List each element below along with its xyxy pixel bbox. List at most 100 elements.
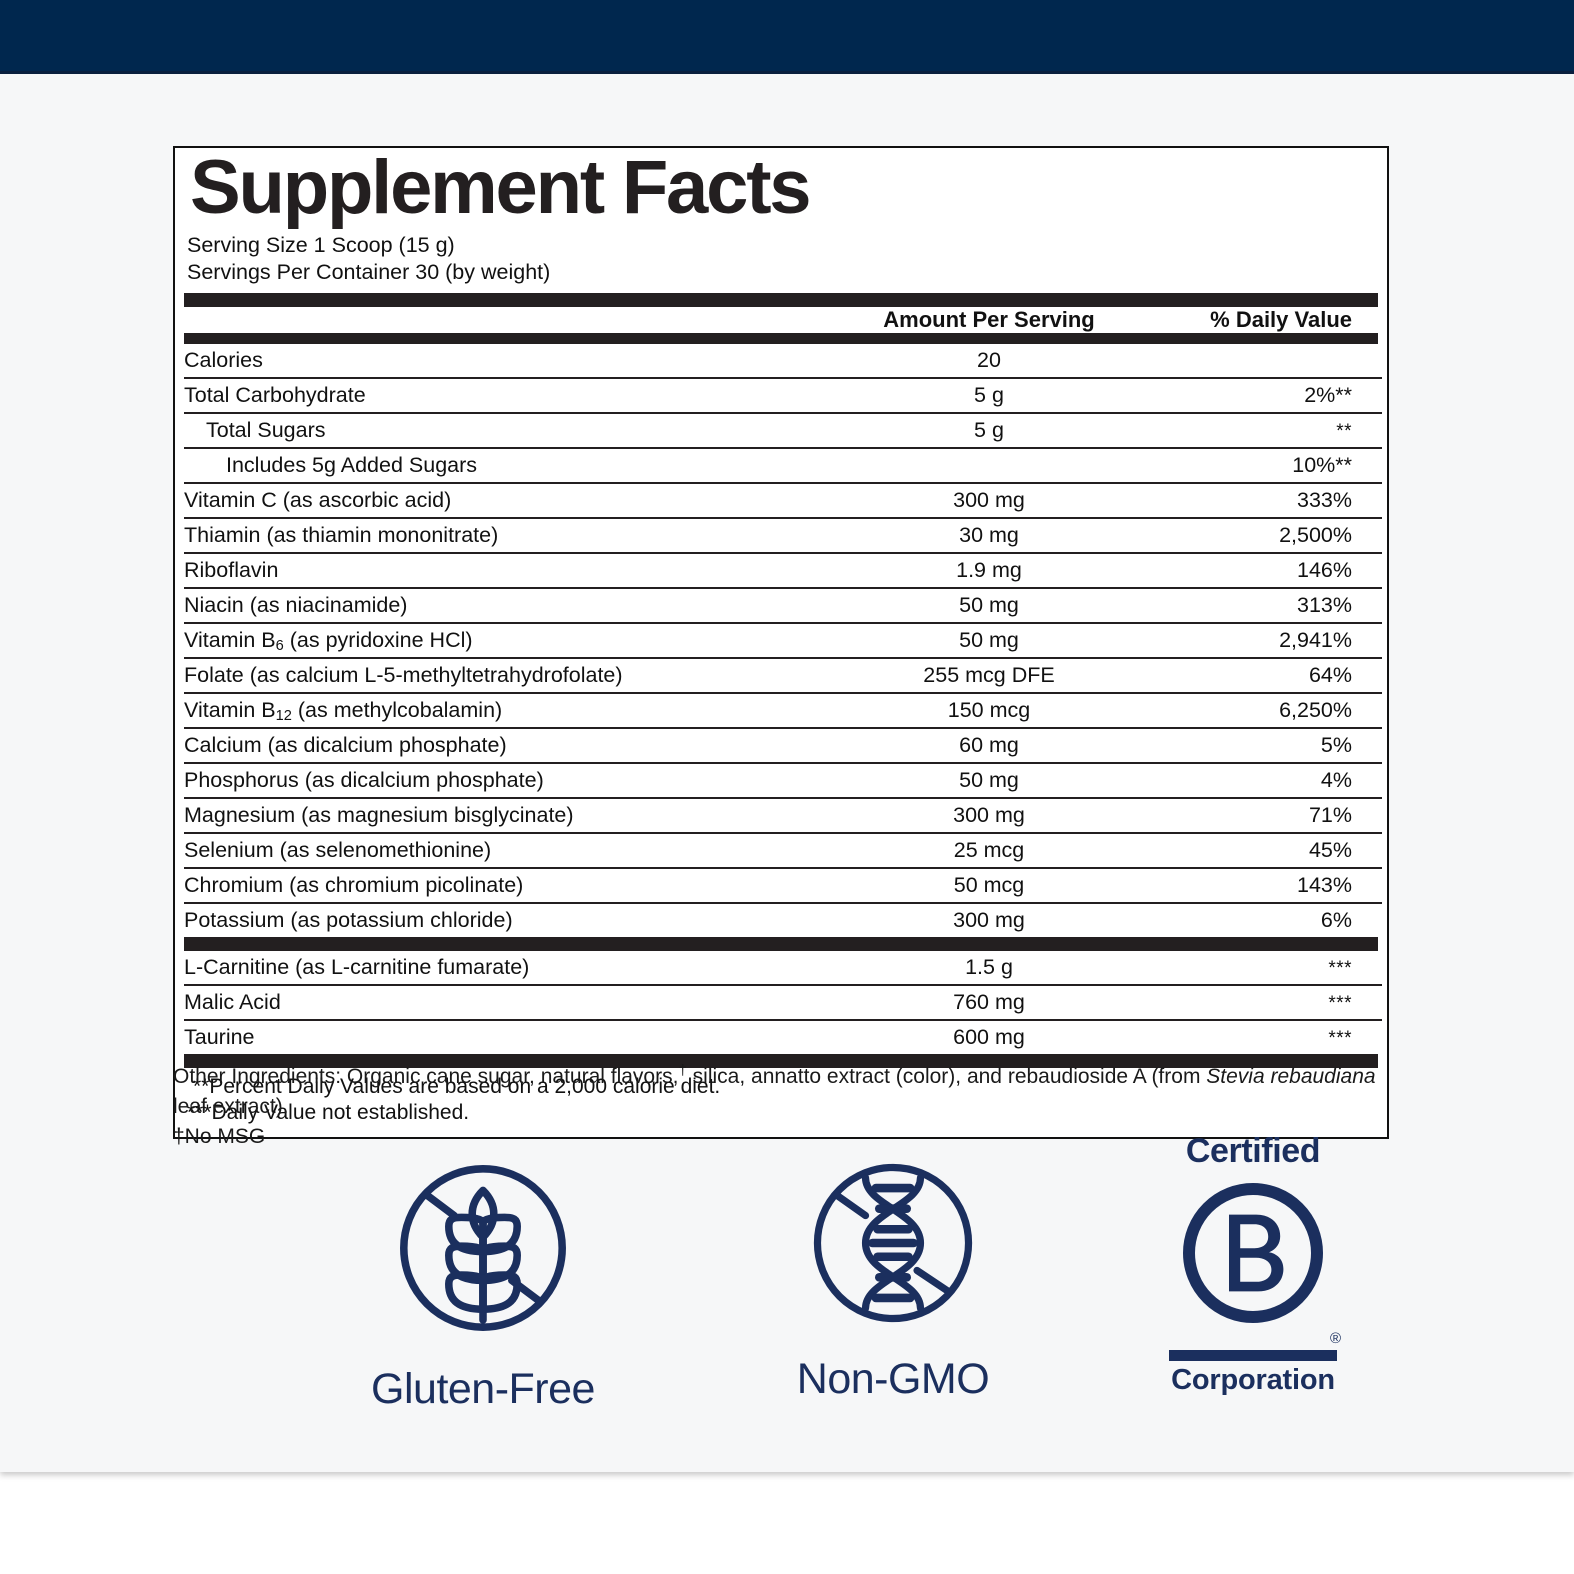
nutrition-rows: Calories 20 Total Carbohydrate 5 g 2%** Total… xyxy=(184,343,1382,937)
table-row: Total Carbohydrate 5 g 2%** xyxy=(184,377,1382,414)
table-row: Niacin (as niacinamide) 50 mg 313% xyxy=(184,587,1382,624)
table-row: Potassium (as potassium chloride) 300 mg 6… xyxy=(184,903,1382,937)
serving-info: Serving Size 1 Scoop (15 g) Servings Per… xyxy=(184,232,1378,293)
b-corp-corporation-label: Corporation xyxy=(1171,1364,1335,1396)
nutrient-daily-value: 2,941% xyxy=(1154,622,1382,659)
nutrient-daily-value: 2,500% xyxy=(1154,517,1382,554)
other-ingredients-line: Other Ingredients: Organic cane sugar, n… xyxy=(173,1060,1403,1122)
nutrient-name: Total Carbohydrate xyxy=(184,377,824,414)
certification-badges: Gluten-Free Non-GMO Certified xyxy=(173,1132,1403,1430)
table-row: Taurine 600 mg *** xyxy=(184,1020,1382,1054)
table-row: Vitamin C (as ascorbic acid) 300 mg 333% xyxy=(184,482,1382,519)
nutrient-daily-value: 10%** xyxy=(1154,447,1382,484)
nutrient-amount: 20 xyxy=(824,343,1154,379)
badge-b-corporation: Certified ® Corporation xyxy=(1103,1132,1403,1397)
nutrient-amount: 600 mg xyxy=(953,1024,1025,1049)
nutrient-name: Niacin (as niacinamide) xyxy=(184,587,824,624)
servings-per-container: Servings Per Container 30 (by weight) xyxy=(187,260,551,285)
header-percent-daily-value: % Daily Value xyxy=(1210,306,1352,332)
nutrient-daily-value xyxy=(1154,343,1382,379)
nutrient-amount: 1.9 mg xyxy=(824,552,1154,589)
other-nutrients-rows: L-Carnitine (as L-carnitine fumarate) 1.5… xyxy=(184,950,1382,1054)
nutrient-name: Phosphorus (as dicalcium phosphate) xyxy=(184,762,824,799)
wheat-crossed-icon xyxy=(400,1165,566,1331)
footnotes: **Percent Daily Values are based on a 2,… xyxy=(184,1068,1378,1131)
nutrient-amount: 760 mg xyxy=(824,984,1154,1021)
b-corp-icon xyxy=(1183,1183,1323,1323)
header-spacer xyxy=(184,307,824,333)
other-ingredients-block: Other Ingredients: Organic cane sugar, n… xyxy=(173,1060,1403,1151)
table-row: Vitamin B12 (as methylcobalamin) 150 mcg 6… xyxy=(184,692,1382,729)
nutrient-amount: 300 mg xyxy=(953,907,1025,932)
table-row: Selenium (as selenomethionine) 25 mcg 45% xyxy=(184,832,1382,869)
badge-non-gmo: Non-GMO xyxy=(743,1140,1043,1404)
badge-gluten-free-label: Gluten-Free xyxy=(371,1365,595,1413)
nutrient-amount: 5 g xyxy=(824,377,1154,414)
badge-non-gmo-label: Non-GMO xyxy=(796,1355,990,1403)
b-corp-certified-label: Certified xyxy=(1185,1132,1321,1170)
table-row: Chromium (as chromium picolinate) 50 mcg 1… xyxy=(184,867,1382,904)
rule-thick-middle xyxy=(184,936,1378,951)
nutrient-daily-value: 4% xyxy=(1154,762,1382,799)
nutrient-name: Potassium (as potassium chloride) xyxy=(184,907,513,932)
nutrient-name: Selenium (as selenomethionine) xyxy=(184,832,824,869)
nutrient-amount: 25 mcg xyxy=(824,832,1154,869)
table-row: Calcium (as dicalcium phosphate) 60 mg 5% xyxy=(184,727,1382,764)
nutrient-name: Vitamin B12 (as methylcobalamin) xyxy=(184,692,824,729)
table-row: Includes 5g Added Sugars 10%** xyxy=(184,447,1382,484)
nutrient-daily-value: ** xyxy=(1154,412,1382,449)
no-msg-note: †No MSG xyxy=(173,1124,266,1148)
nutrient-daily-value: 313% xyxy=(1154,587,1382,624)
nutrient-daily-value: 6,250% xyxy=(1154,692,1382,729)
rule-medium-under-header xyxy=(184,332,1378,344)
nutrient-daily-value: 146% xyxy=(1154,552,1382,589)
nutrient-daily-value: 143% xyxy=(1154,867,1382,904)
table-row: Riboflavin 1.9 mg 146% xyxy=(184,552,1382,589)
nutrient-amount: 60 mg xyxy=(824,727,1154,764)
nutrient-name: Chromium (as chromium picolinate) xyxy=(184,867,824,904)
nutrient-name: Folate (as calcium L-5-methyltetrahydrof… xyxy=(184,657,824,694)
nutrient-amount: 300 mg xyxy=(824,482,1154,519)
footnote-daily-values: **Percent Daily Values are based on a 2,… xyxy=(193,1074,721,1098)
top-navy-bar xyxy=(0,0,1574,74)
nutrient-daily-value: *** xyxy=(1154,950,1382,986)
nutrient-daily-value: 45% xyxy=(1154,832,1382,869)
nutrient-name: Calcium (as dicalcium phosphate) xyxy=(184,727,824,764)
other-ingredients-tail: leaf extract). xyxy=(173,1094,289,1118)
page-title: Supplement Facts xyxy=(190,145,812,230)
header-amount-per-serving: Amount Per Serving xyxy=(883,306,1095,332)
nutrient-daily-value: 6% xyxy=(1320,907,1352,932)
nutrient-name: Vitamin B6 (as pyridoxine HCl) xyxy=(184,622,824,659)
nutrient-amount: 50 mg xyxy=(824,762,1154,799)
nutrient-name: Calories xyxy=(184,343,824,379)
nutrient-daily-value: 64% xyxy=(1154,657,1382,694)
serving-size: Serving Size 1 Scoop (15 g) xyxy=(187,232,455,257)
nutrient-name: Includes 5g Added Sugars xyxy=(184,447,824,484)
other-ingredients-lead: Other Ingredients: Organic cane sugar, n… xyxy=(173,1065,679,1088)
nutrient-amount: 255 mcg DFE xyxy=(824,657,1154,694)
table-header-row: Amount Per Serving % Daily Value xyxy=(184,307,1382,333)
nutrient-amount: 150 mcg xyxy=(824,692,1154,729)
nutrient-name: Malic Acid xyxy=(184,984,824,1021)
nutrient-daily-value: 5% xyxy=(1154,727,1382,764)
table-row: Magnesium (as magnesium bisglycinate) 300… xyxy=(184,797,1382,834)
table-row: L-Carnitine (as L-carnitine fumarate) 1.5… xyxy=(184,950,1382,986)
nutrient-name: Taurine xyxy=(184,1024,255,1049)
nutrient-name: Riboflavin xyxy=(184,552,824,589)
nutrient-amount: 1.5 g xyxy=(824,950,1154,986)
nutrient-amount: 5 g xyxy=(824,412,1154,449)
table-row: Calories 20 xyxy=(184,343,1382,379)
table-row: Phosphorus (as dicalcium phosphate) 50 mg… xyxy=(184,762,1382,799)
table-row: Vitamin B6 (as pyridoxine HCl) 50 mg 2,941… xyxy=(184,622,1382,659)
table-row: Thiamin (as thiamin mononitrate) 30 mg 2,5… xyxy=(184,517,1382,554)
rule-thick-top xyxy=(184,292,1378,307)
table-row: Folate (as calcium L-5-methyltetrahydrof… xyxy=(184,657,1382,694)
nutrition-rows-body: Calories 20 Total Carbohydrate 5 g 2%** Total… xyxy=(184,343,1382,937)
table-row: Malic Acid 760 mg *** xyxy=(184,984,1382,1021)
nutrient-amount: 300 mg xyxy=(824,797,1154,834)
registered-trademark-mark: ® xyxy=(1329,1330,1341,1347)
rule-thick-bottom xyxy=(184,1053,1378,1068)
nutrient-amount xyxy=(824,447,1154,484)
nutrient-amount: 50 mcg xyxy=(824,867,1154,904)
nutrient-amount: 50 mg xyxy=(824,622,1154,659)
